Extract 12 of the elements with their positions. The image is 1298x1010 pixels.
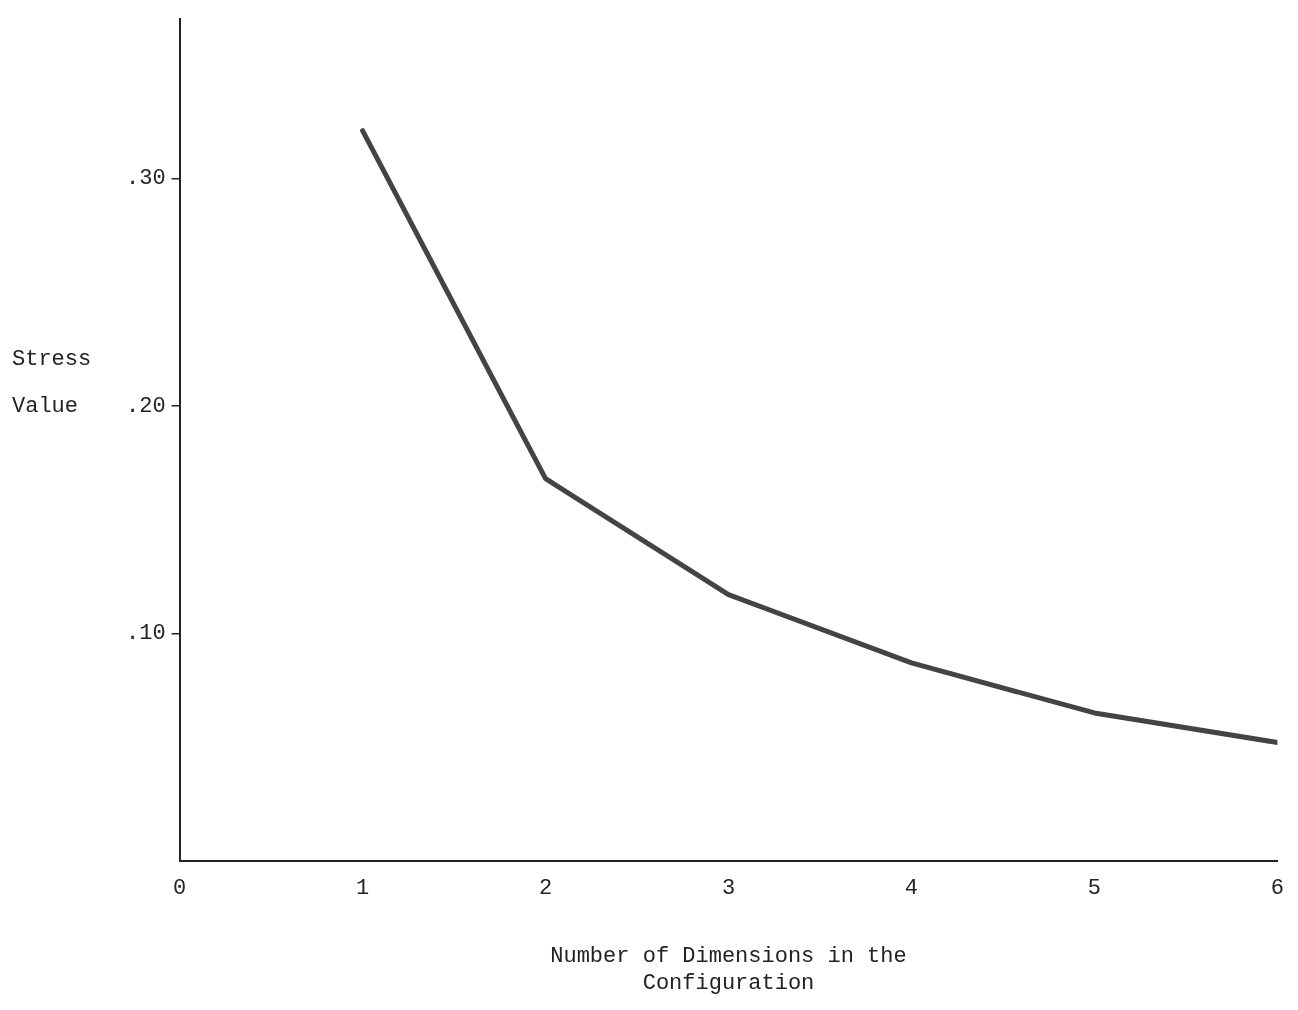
x-tick-label: 1 (355, 875, 370, 901)
x-tick-label: 3 (721, 875, 736, 901)
y-tick-label: .30 (126, 166, 166, 192)
y-axis-title: Stress Value (12, 346, 92, 419)
y-tick-label: .20 (126, 393, 166, 419)
x-tick-label: 0 (173, 875, 187, 901)
y-tick-label: .10 (126, 621, 166, 647)
x-tick-label: 2 (538, 875, 553, 901)
x-tick-label: 6 (1270, 875, 1284, 901)
x-tick-label: 5 (1087, 875, 1102, 901)
x-axis-title: Number of Dimensions in the Configuration (550, 944, 907, 996)
x-tick-label: 4 (904, 875, 919, 901)
